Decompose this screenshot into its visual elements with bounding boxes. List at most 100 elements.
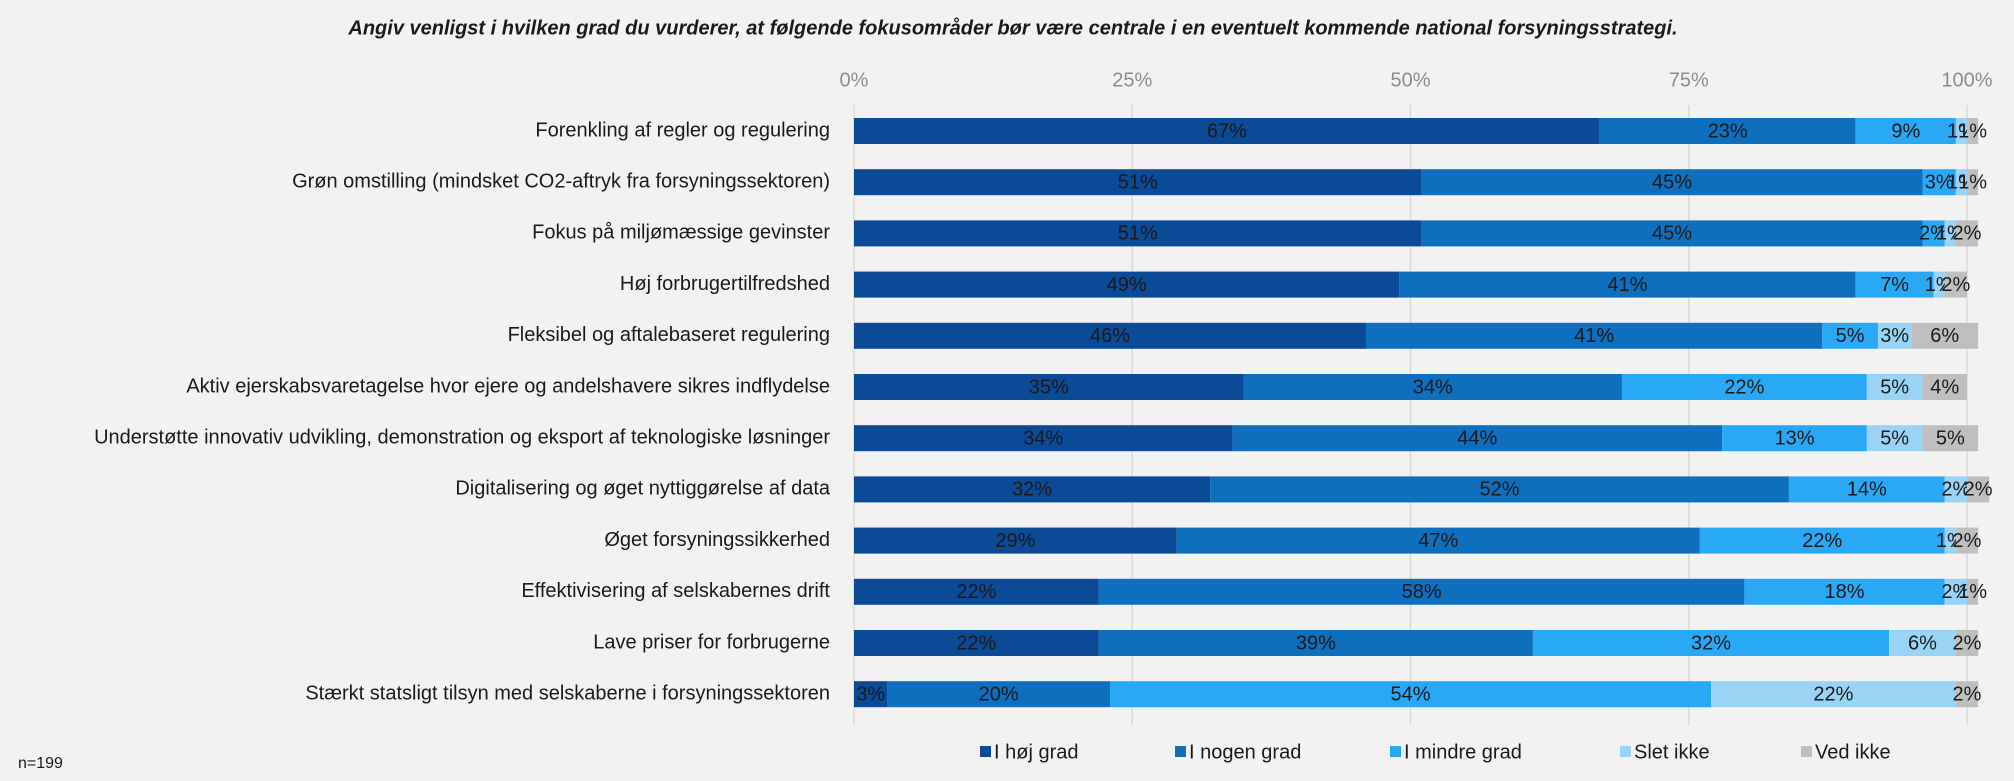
bar-segment [1210,476,1789,503]
bar-segment [854,322,1366,349]
bar-segment [1744,578,1945,605]
bar-segment [1967,118,1979,144]
data-label: 20% [979,683,1019,705]
note: n=199 [18,755,63,772]
data-label: 2% [1941,479,1970,501]
bar-segment [1955,630,1979,656]
data-label: 46% [1090,325,1130,347]
x-tick-label: 100% [1941,69,1992,91]
legend-swatch [1620,746,1631,757]
data-label: 2% [1953,223,1982,245]
data-label: 2% [1953,530,1982,552]
bar-segment [1421,220,1923,247]
data-label: 3% [1925,171,1954,193]
bar-segment [1855,118,1956,144]
data-label: 45% [1652,171,1692,193]
bar-segment [854,476,1211,503]
bar-segment [1944,271,1967,298]
legend-label: I nogen grad [1189,741,1301,763]
data-label: 54% [1390,683,1430,705]
data-label: 34% [1023,427,1063,449]
data-label: 5% [1936,427,1965,449]
x-tick-label: 50% [1390,69,1430,91]
data-label: 41% [1574,325,1614,347]
data-label: 29% [995,530,1035,552]
bar-segment [854,374,1244,400]
data-label: 3% [856,683,885,705]
bar-segment [1822,322,1878,349]
bar-segment [854,271,1400,298]
data-label: 5% [1880,376,1909,398]
bar-segment [1911,322,1979,349]
bar-segment [1877,322,1912,349]
bar-segment [1922,169,1956,196]
data-label: 35% [1029,376,1069,398]
bar-segment [1955,220,1979,247]
bar-segment [1955,681,1979,708]
data-label: 14% [1847,479,1887,501]
bar-segment [1922,374,1967,400]
legend-swatch [1390,746,1401,757]
y-tick-label: Effektivisering af selskabernes drift [521,580,830,602]
legend-swatch [1175,746,1186,757]
data-label: 7% [1880,274,1909,296]
x-tick-label: 0% [840,69,869,91]
data-label: 51% [1118,171,1158,193]
y-tick-label: Lave priser for forbrugerne [593,631,830,653]
data-label: 2% [1964,479,1993,501]
bar-segment [887,681,1110,708]
bar-segment [1532,630,1890,656]
legend-swatch [980,746,991,757]
bar-segment [1866,425,1923,452]
bar-segment [1243,374,1622,400]
bar-segment [854,425,1233,452]
bar-segment [1621,374,1867,400]
data-label: 22% [1813,683,1853,705]
data-label: 41% [1608,274,1648,296]
bar-segment [1098,630,1533,656]
bar-segment [1722,425,1867,452]
bar-segment [1955,527,1979,554]
data-label: 1% [1958,581,1987,603]
data-label: 2% [1941,581,1970,603]
bar-segment [1711,681,1956,708]
bar-segment [1232,425,1723,452]
bar-segment [1866,374,1923,400]
x-tick-label: 75% [1669,69,1709,91]
bar-segment [1933,271,1945,298]
legend-label: I mindre grad [1404,741,1522,763]
y-tick-label: Forenkling af regler og regulering [535,119,830,141]
bar-segment [1788,476,1945,503]
y-tick-label: Øget forsyningssikkerhed [604,529,830,551]
bar-segment [1944,578,1967,605]
y-tick-label: Aktiv ejerskabsvaretagelse hvor ejere og… [186,375,830,397]
data-label: 52% [1480,479,1520,501]
bar-segment [854,169,1422,196]
legend-label: Slet ikke [1634,741,1710,763]
data-label: 67% [1207,120,1247,142]
bar-segment [1944,527,1956,554]
y-tick-label: Stærkt statsligt tilsyn med selskaberne … [305,682,830,704]
data-label: 34% [1413,376,1453,398]
data-label: 47% [1418,530,1458,552]
bar-segment [854,527,1177,554]
data-label: 2% [1919,223,1948,245]
bar-segment [1944,220,1956,247]
data-label: 22% [956,581,996,603]
y-tick-label: Digitalisering og øget nyttiggørelse af … [455,478,831,500]
data-label: 18% [1825,581,1865,603]
x-tick-label: 25% [1112,69,1152,91]
bar-segment [1421,169,1923,196]
data-label: 45% [1652,223,1692,245]
bar-segment [1967,476,1990,503]
bar-segment [1922,425,1979,452]
y-tick-label: Fokus på miljømæssige gevinster [532,222,830,244]
data-label: 49% [1107,274,1147,296]
bar-segment [1109,681,1712,708]
data-label: 6% [1930,325,1959,347]
bar-segment [1365,322,1823,349]
y-tick-label: Fleksibel og aftalebaseret regulering [508,324,830,346]
data-label: 4% [1930,376,1959,398]
data-label: 22% [1724,376,1764,398]
bar-segment [1699,527,1945,554]
